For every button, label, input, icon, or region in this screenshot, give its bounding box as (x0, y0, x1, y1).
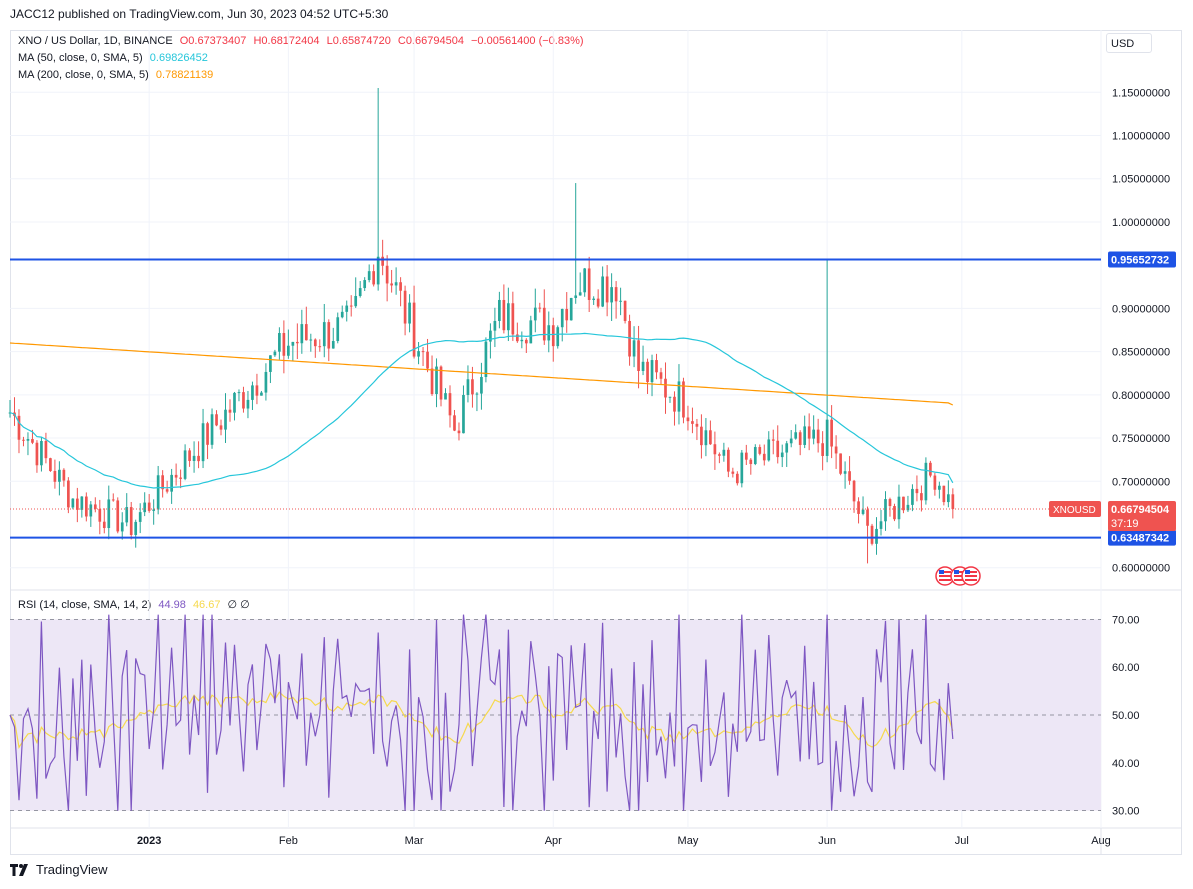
ma50-legend[interactable]: MA (50, close, 0, SMA, 5) 0.69826452 (18, 52, 212, 64)
rsi-value: 44.98 (158, 599, 186, 611)
rsi-label: RSI (14, close, SMA, 14, 2) (18, 599, 152, 611)
ohlc-high: H0.68172404 (253, 35, 320, 47)
ma200-legend[interactable]: MA (200, close, 0, SMA, 5) 0.78821139 (18, 69, 217, 81)
ma50-label: MA (50, close, 0, SMA, 5) (18, 52, 143, 64)
currency-selector[interactable]: USD (1106, 33, 1152, 53)
ma200-value: 0.78821139 (155, 69, 214, 81)
rsi-extra: ∅ ∅ (227, 599, 250, 611)
ohlc-open: O0.67373407 (179, 35, 247, 47)
ohlc-close: C0.66794504 (397, 35, 464, 47)
symbol-title: XNO / US Dollar, 1D, BINANCE (18, 35, 173, 47)
tradingview-logo-icon (10, 863, 28, 876)
ma50-value: 0.69826452 (149, 52, 208, 64)
symbol-legend[interactable]: XNO / US Dollar, 1D, BINANCE O0.67373407… (18, 35, 588, 47)
footer-brand: TradingView (36, 862, 108, 877)
ohlc-low: L0.65874720 (326, 35, 391, 47)
ma200-label: MA (200, close, 0, SMA, 5) (18, 69, 149, 81)
chart-frame[interactable] (10, 30, 1182, 855)
footer: TradingView (10, 862, 108, 877)
published-header: JACC12 published on TradingView.com, Jun… (10, 7, 389, 21)
ohlc-change: −0.00561400 (−0.83%) (471, 35, 584, 47)
rsi-legend[interactable]: RSI (14, close, SMA, 14, 2) 44.98 46.67 … (18, 598, 254, 611)
rsi-ma-value: 46.67 (192, 599, 221, 611)
